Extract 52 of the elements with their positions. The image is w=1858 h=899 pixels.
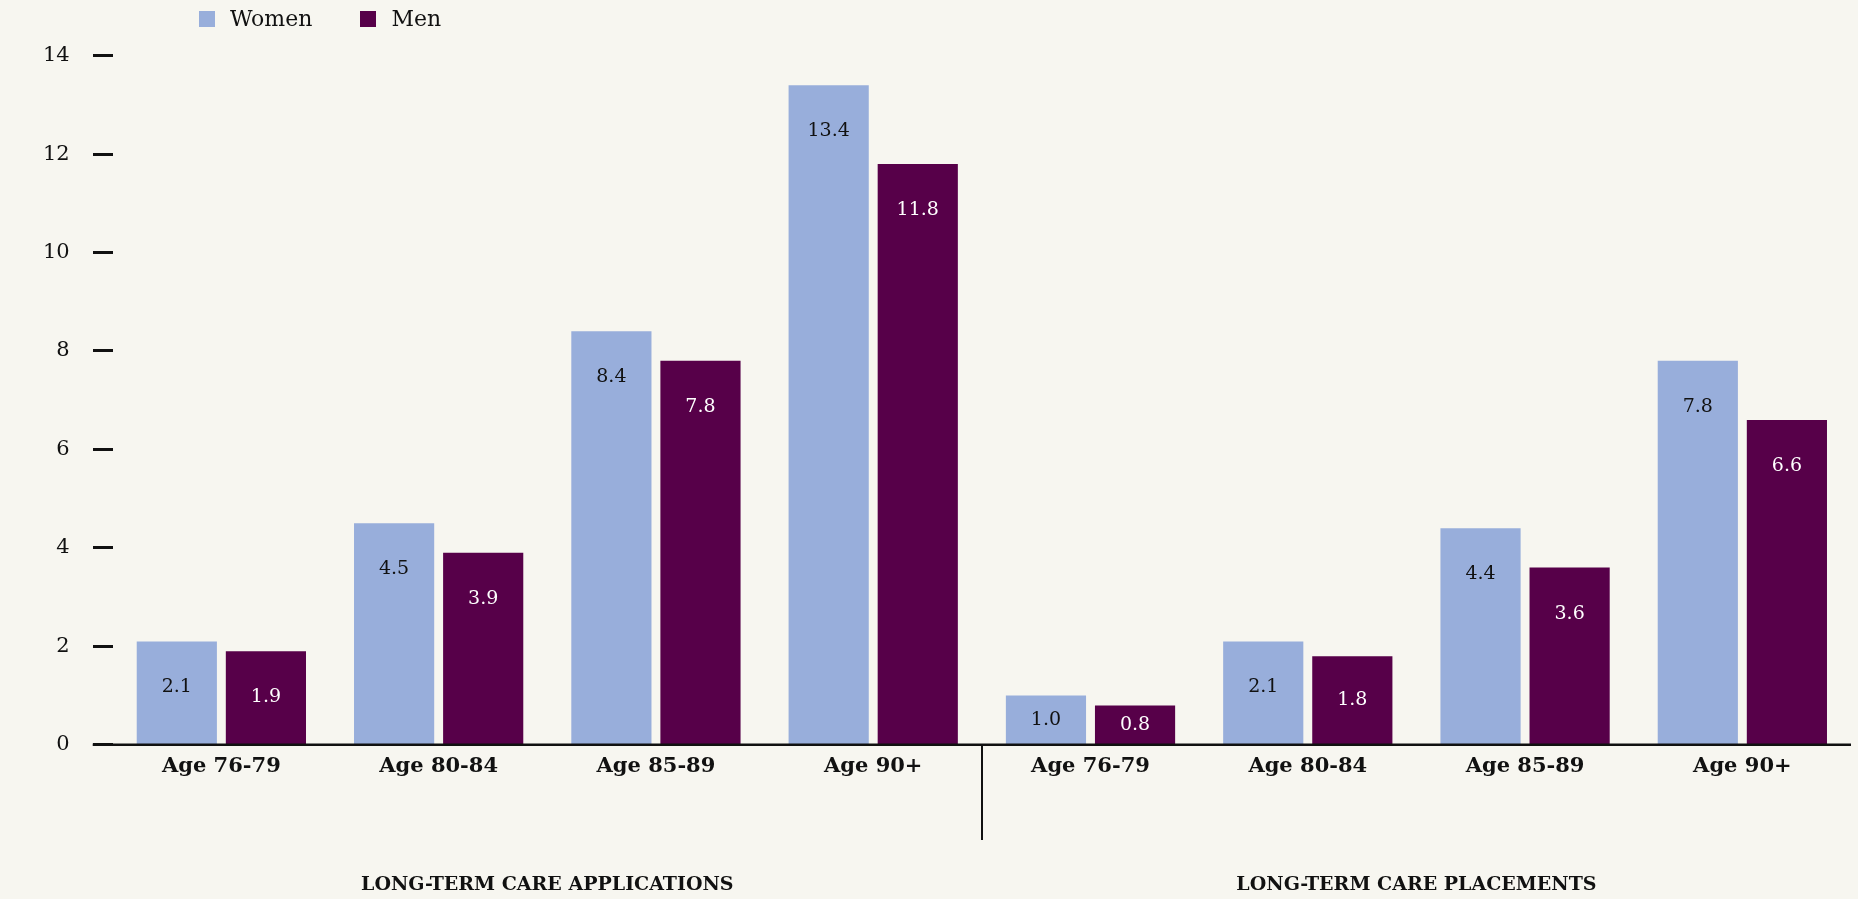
data-label: 8.4 [596, 364, 627, 387]
data-label: 13.4 [807, 118, 850, 141]
data-label: 2.1 [161, 674, 192, 697]
x-tick-label: Age 90+ [822, 751, 923, 777]
y-tick-label: 10 [42, 238, 70, 263]
y-tick-label: 4 [56, 534, 70, 559]
legend-label: Women [230, 6, 313, 32]
data-label: 11.8 [896, 196, 939, 219]
y-tick-label: 6 [56, 435, 70, 460]
bar [788, 85, 869, 745]
text: LONG-TERM CARE APPLICATIONS [361, 871, 734, 894]
x-tick-label: Age 85-89 [595, 751, 716, 777]
bar [225, 651, 306, 745]
data-label: 1.9 [250, 684, 282, 707]
data-label: 1.8 [1337, 687, 1368, 710]
bar [1440, 528, 1521, 745]
data-label: 0.8 [1119, 712, 1151, 735]
x-tick-label: Age 80-84 [1247, 751, 1368, 777]
bar [1529, 567, 1610, 745]
data-label: 3.6 [1554, 600, 1585, 623]
y-tick-label: 14 [42, 42, 70, 67]
bar [1746, 419, 1827, 745]
bar [877, 163, 958, 745]
x-tick-label: Age 76-79 [160, 751, 281, 777]
data-label: 3.9 [468, 585, 499, 608]
x-tick-label: Age 80-84 [378, 751, 499, 777]
x-tick-label: Age 76-79 [1030, 751, 1150, 777]
data-label: 4.4 [1465, 561, 1496, 584]
bar [1657, 360, 1738, 745]
x-tick-label: Age 90+ [1692, 751, 1792, 777]
text: LONG-TERM CARE PLACEMENTS [1236, 871, 1597, 894]
data-label: 6.6 [1771, 452, 1803, 475]
data-label: 2.1 [1248, 674, 1279, 697]
bar [136, 641, 217, 745]
bar [1005, 695, 1087, 745]
bar [443, 552, 524, 745]
bar [354, 523, 435, 745]
bar [1312, 656, 1393, 745]
bar [660, 360, 741, 745]
x-tick-label: Age 85-89 [1464, 751, 1585, 777]
data-label: 1.0 [1030, 707, 1062, 730]
data-label: 7.8 [685, 393, 716, 416]
y-tick-label: 8 [56, 337, 70, 362]
y-tick-label: 0 [56, 731, 70, 756]
y-tick-label: 2 [56, 632, 70, 657]
bar [571, 331, 652, 745]
bar [1223, 641, 1304, 745]
legend-label: Men [391, 6, 442, 32]
data-label: 4.5 [379, 556, 410, 579]
bar [1094, 705, 1176, 745]
data-label: 7.8 [1682, 393, 1713, 416]
y-tick-label: 12 [42, 140, 70, 165]
